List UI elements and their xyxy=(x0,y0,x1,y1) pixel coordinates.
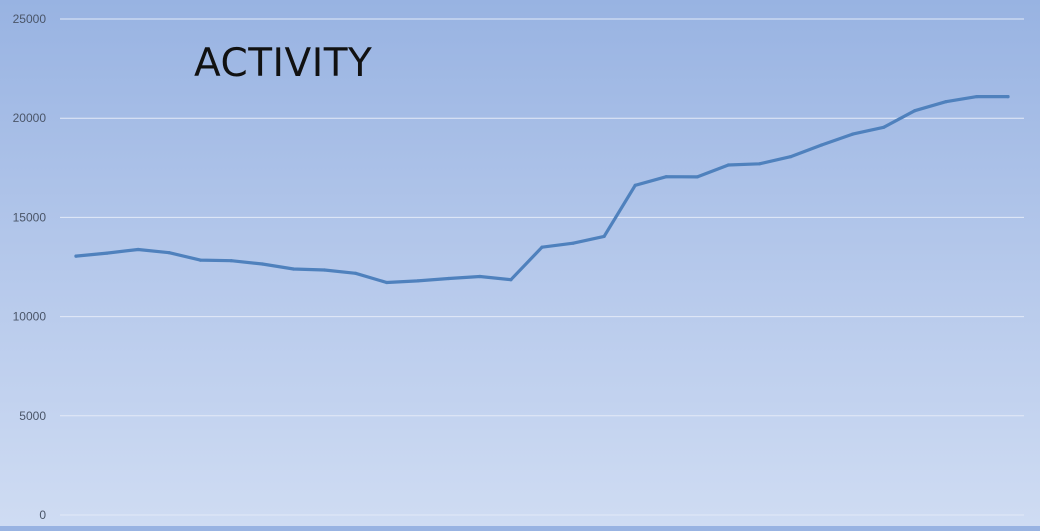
data-point xyxy=(478,274,482,279)
data-point xyxy=(664,175,668,179)
data-point xyxy=(882,125,886,129)
series-lines xyxy=(74,94,1010,285)
data-point xyxy=(602,234,606,238)
y-tick-label: 15000 xyxy=(13,210,47,224)
data-point xyxy=(913,109,917,113)
data-point xyxy=(198,258,202,262)
data-point xyxy=(416,279,420,283)
data-point xyxy=(788,155,793,159)
data-point xyxy=(757,162,762,166)
data-point xyxy=(1006,95,1010,99)
data-point xyxy=(447,276,451,281)
data-point xyxy=(944,100,948,104)
chart-title: ACTIVITY xyxy=(194,41,373,86)
y-tick-label: 0 xyxy=(39,508,46,522)
data-point xyxy=(820,143,824,147)
data-point xyxy=(975,95,979,99)
y-tick-label: 5000 xyxy=(19,409,46,423)
data-points xyxy=(74,95,1010,285)
data-point xyxy=(229,259,233,263)
data-point xyxy=(726,163,731,167)
data-point xyxy=(136,247,140,252)
data-point xyxy=(354,271,358,275)
data-point xyxy=(633,183,637,187)
data-point xyxy=(851,132,855,136)
data-point xyxy=(105,251,109,255)
data-point xyxy=(509,278,513,282)
data-point xyxy=(260,262,264,266)
y-tick-label: 25000 xyxy=(13,12,47,26)
series-line-0 xyxy=(74,94,1010,285)
data-point xyxy=(540,245,544,249)
data-point xyxy=(74,254,78,258)
data-point xyxy=(291,267,296,271)
gridlines xyxy=(60,18,1024,516)
data-point xyxy=(322,268,327,272)
data-point xyxy=(385,280,389,285)
data-point xyxy=(167,251,171,255)
y-axis-tick-labels: 0 5000 10000 15000 20000 25000 xyxy=(13,12,47,522)
y-tick-label: 20000 xyxy=(13,111,47,125)
data-point xyxy=(571,241,575,245)
data-point xyxy=(695,175,699,179)
y-tick-label: 10000 xyxy=(13,310,47,324)
